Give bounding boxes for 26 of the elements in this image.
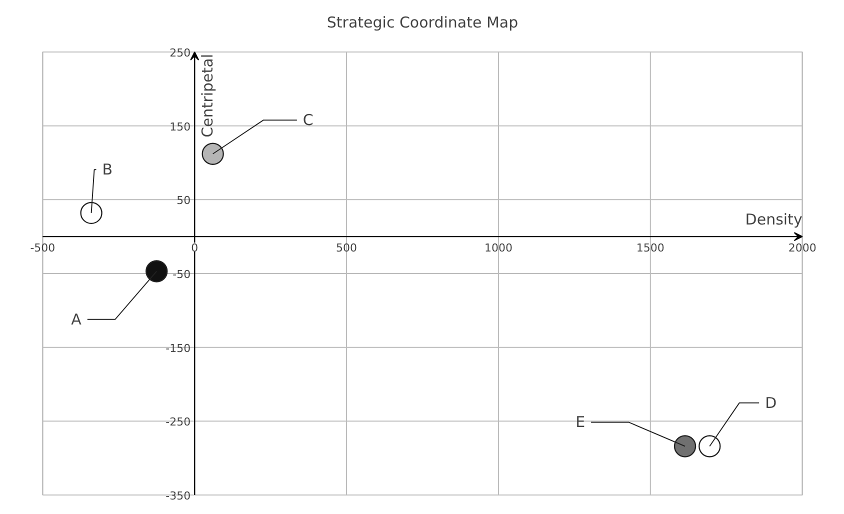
chart-title: Strategic Coordinate Map xyxy=(326,14,518,32)
y-tick-label: 50 xyxy=(176,194,191,208)
point xyxy=(202,142,224,165)
y-tick-label: 250 xyxy=(170,46,191,60)
x-tick-label: 2000 xyxy=(788,242,816,255)
point xyxy=(674,435,696,458)
data-label: D xyxy=(765,394,777,412)
data-label: E xyxy=(576,413,586,432)
point xyxy=(80,202,102,224)
data-label: B xyxy=(102,160,113,179)
y-tick-label: -350 xyxy=(166,489,191,502)
x-tick-label: 1000 xyxy=(484,242,512,255)
point xyxy=(146,260,168,282)
point xyxy=(698,435,721,458)
y-tick-label: -150 xyxy=(166,342,191,355)
y-axis-title: Centripetal xyxy=(198,54,217,138)
x-tick-label: 0 xyxy=(191,242,198,255)
y-tick-label: 150 xyxy=(170,120,191,134)
data-label: C xyxy=(302,111,314,130)
x-tick-label: -500 xyxy=(30,242,56,255)
x-tick-label: 500 xyxy=(336,242,358,255)
y-tick-label: -50 xyxy=(172,268,191,281)
x-axis-title: Density xyxy=(745,210,802,229)
x-tick-label: 1500 xyxy=(636,242,664,255)
y-tick-label: -250 xyxy=(166,416,191,429)
data-label: A xyxy=(71,310,82,328)
